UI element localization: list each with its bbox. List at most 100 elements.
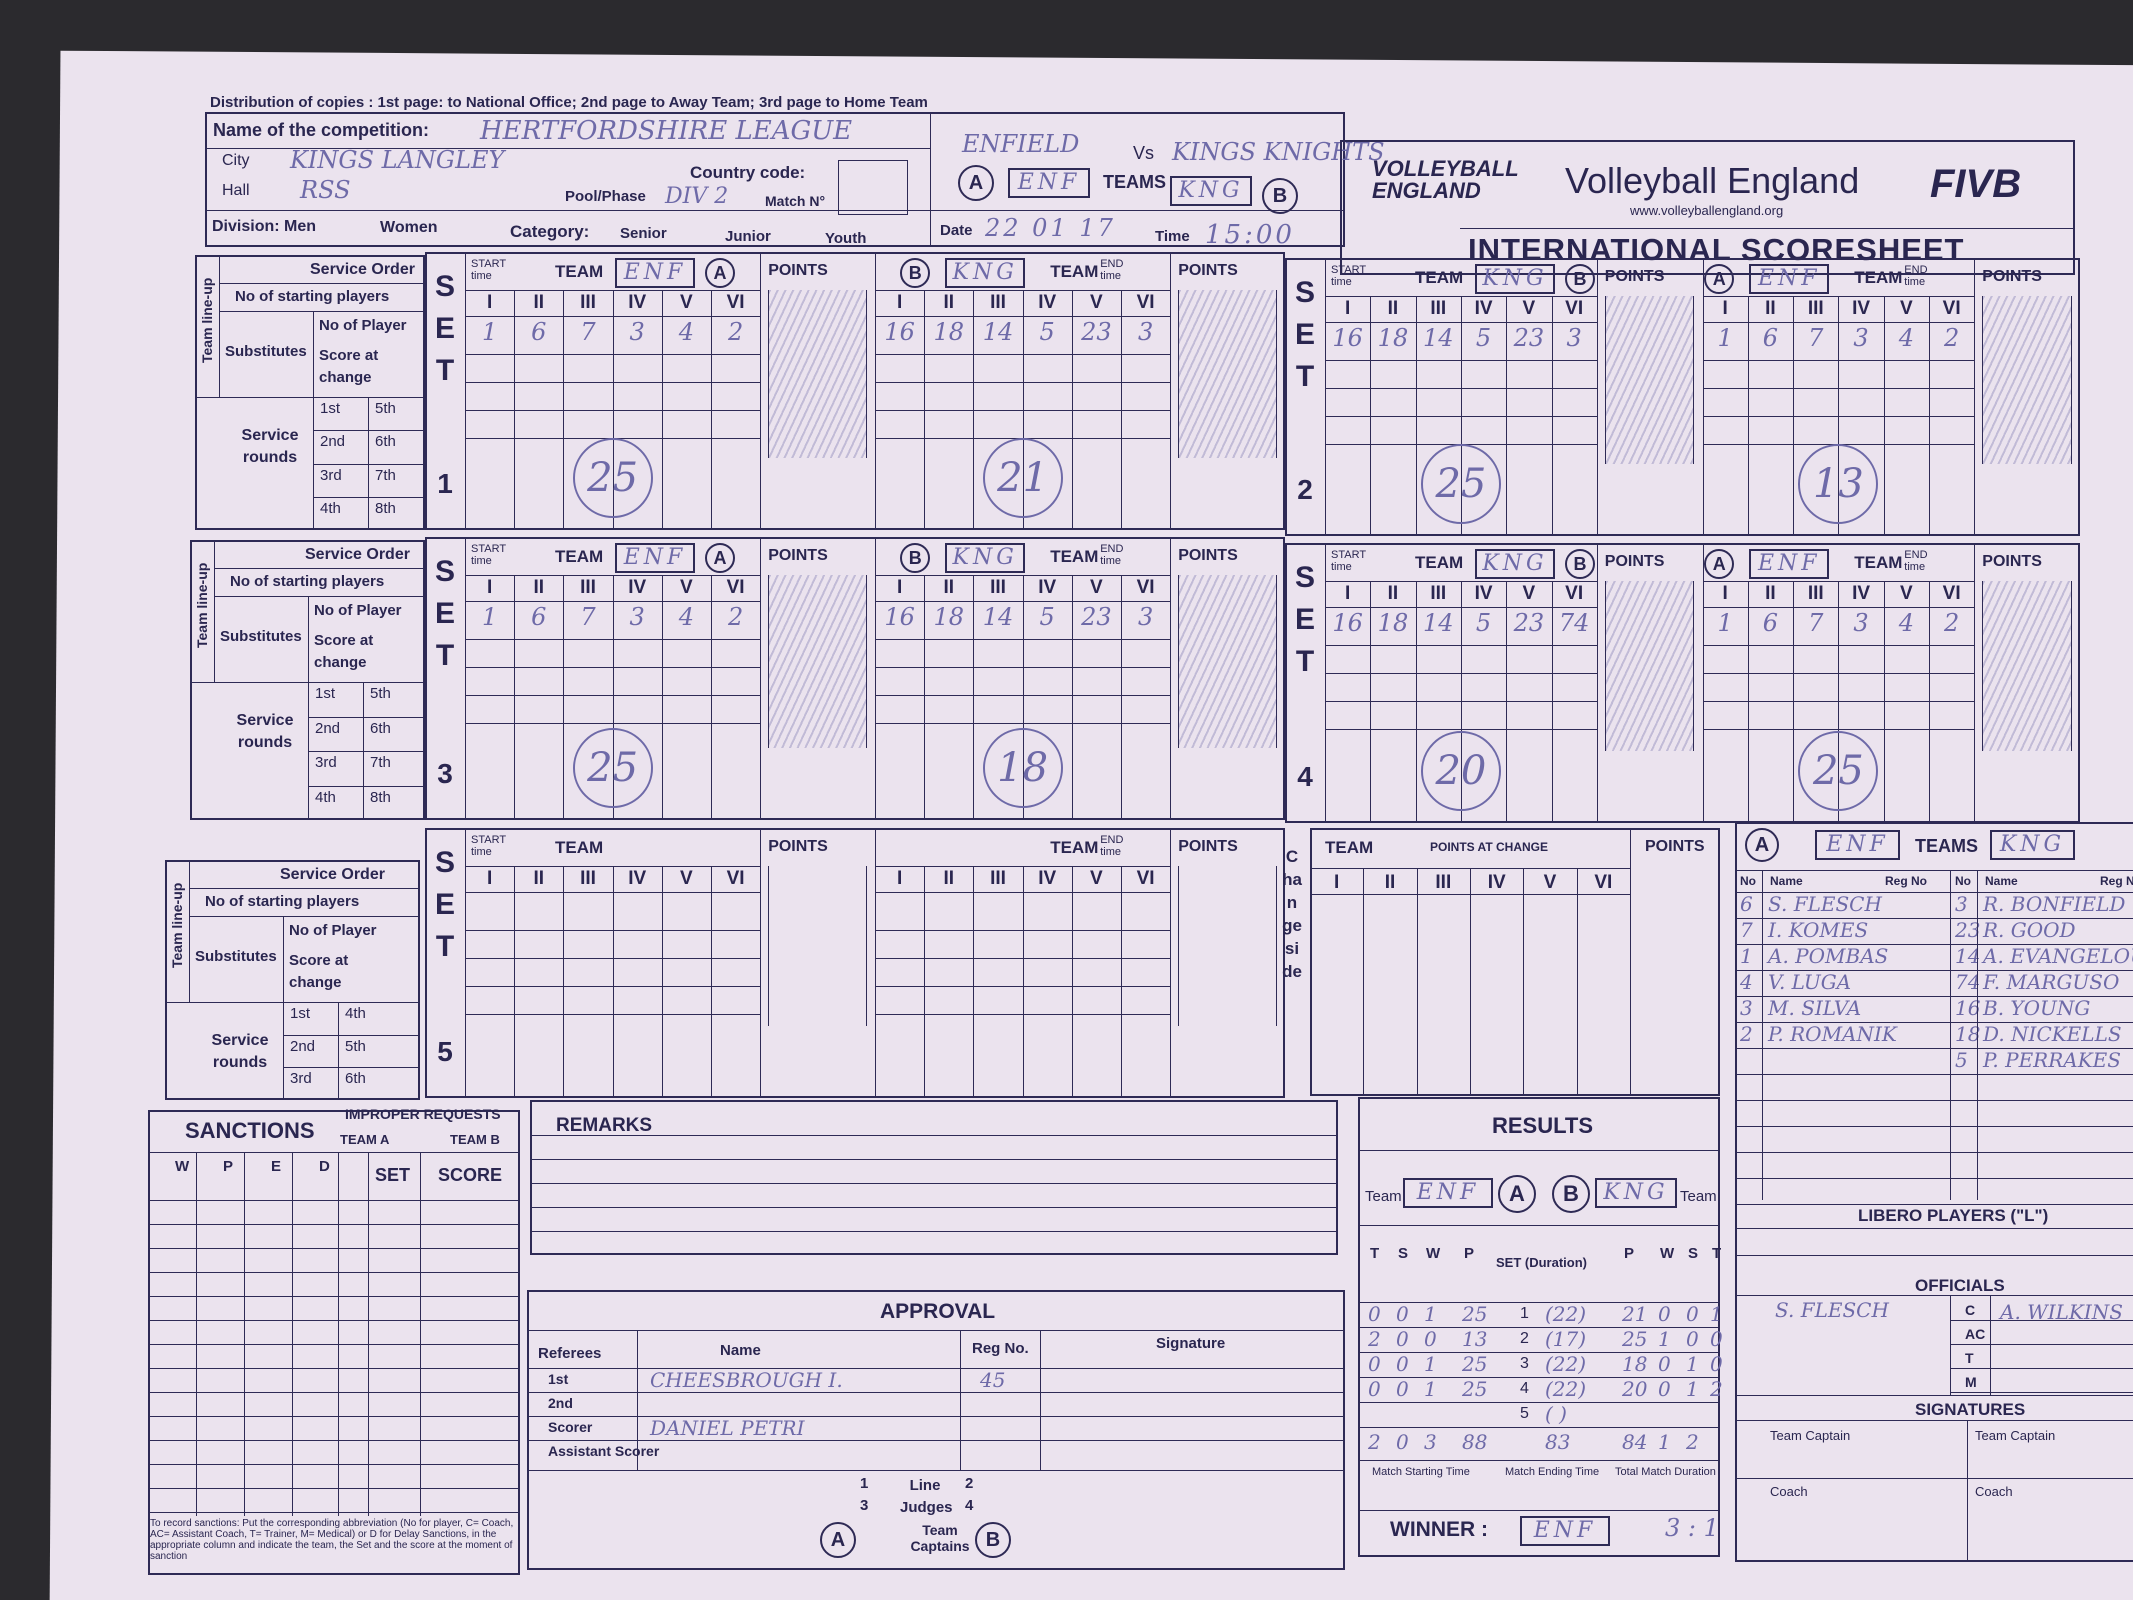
label: 3rd	[290, 1070, 312, 1088]
position-label: IV	[628, 577, 647, 598]
label: Youth	[825, 230, 867, 247]
rule	[973, 575, 975, 820]
team-letter: B	[900, 543, 931, 573]
handwriting: DANIEL PETRI	[650, 1416, 805, 1440]
position-label: V	[680, 292, 693, 313]
box	[1735, 822, 2133, 1562]
label: 7th	[375, 466, 396, 484]
position-label: II	[943, 868, 955, 889]
rule	[612, 575, 614, 820]
label: POINTS	[1604, 553, 1665, 570]
position-label: III	[580, 868, 596, 889]
position-label: IV	[1038, 577, 1057, 598]
label: Service rounds	[211, 1032, 269, 1071]
handwriting: 1	[1424, 1302, 1437, 1326]
label: TEAM	[1415, 553, 1464, 572]
position-label: III	[990, 868, 1006, 889]
starting-player: 23	[1513, 609, 1545, 637]
handwriting: 2	[1740, 1022, 1753, 1046]
team-code: ENF	[1815, 830, 1900, 860]
rule	[1735, 918, 2133, 919]
rule	[1325, 543, 1326, 823]
rule	[1596, 258, 1598, 536]
handwriting: 0	[1658, 1377, 1671, 1401]
handwriting: 88	[1462, 1430, 1488, 1454]
starting-player: 6	[1762, 324, 1779, 352]
position-label: III	[1435, 872, 1452, 893]
position-label: I	[486, 577, 493, 598]
rule	[308, 785, 425, 787]
box	[195, 255, 425, 530]
team-code: KNG	[1475, 549, 1555, 579]
rule	[1415, 581, 1417, 823]
rule	[1596, 543, 1598, 823]
box	[1310, 828, 1720, 1096]
position-label: IV	[1852, 298, 1871, 319]
set-score: 21	[982, 438, 1063, 518]
position-label: I	[1722, 583, 1728, 604]
handwriting: 3	[1740, 996, 1753, 1020]
set-number: 2	[1297, 474, 1313, 505]
handwriting: I. KOMES	[1768, 918, 1869, 942]
label: Time	[1155, 228, 1190, 245]
starting-player: 5	[1039, 603, 1055, 631]
box	[838, 160, 908, 215]
label: TEAM	[555, 547, 604, 566]
position-label: II	[1765, 298, 1776, 319]
label: Vs	[1133, 143, 1155, 163]
rule	[189, 916, 420, 917]
label: START time	[1331, 264, 1366, 288]
rule	[1121, 866, 1122, 1098]
position-label: IV	[1852, 583, 1871, 604]
rule	[190, 682, 425, 683]
label: D	[319, 1158, 330, 1175]
label: No	[1740, 874, 1756, 888]
label: 2	[965, 1475, 974, 1492]
label: Team	[1680, 1188, 1717, 1205]
label: Team	[1365, 1188, 1402, 1205]
team-code: KNG	[1170, 176, 1252, 206]
label: 5th	[370, 685, 391, 702]
label: TEAMS	[1915, 836, 1978, 856]
set-score: 18	[982, 728, 1063, 808]
box	[165, 860, 420, 1100]
points-column	[1982, 296, 2072, 464]
rule	[1071, 575, 1073, 820]
handwriting: V. LUGA	[1768, 970, 1852, 994]
team-letter: B	[1565, 549, 1595, 579]
label: 3	[1520, 1355, 1529, 1372]
position-label: V	[1522, 583, 1536, 604]
starting-player: 1	[1717, 609, 1733, 637]
handwriting: 0	[1396, 1352, 1409, 1376]
rule	[1702, 729, 1975, 730]
label: 6th	[370, 719, 391, 737]
rule	[1416, 868, 1418, 1096]
rule	[148, 1488, 520, 1489]
label: Referees	[538, 1345, 602, 1362]
rule	[530, 1135, 1338, 1136]
label: 1	[1520, 1305, 1529, 1322]
rule	[148, 1152, 520, 1153]
label: P	[1464, 1245, 1475, 1262]
rule	[527, 1330, 1345, 1331]
rule	[1325, 673, 1597, 674]
rule	[283, 1002, 420, 1003]
points-column	[1178, 575, 1277, 748]
label: Name	[1770, 874, 1803, 888]
rule	[1358, 1427, 1720, 1428]
team-code: KNG	[945, 543, 1026, 573]
position-label: VI	[726, 292, 745, 313]
rule	[219, 311, 425, 312]
set-word: SET	[1294, 276, 1315, 393]
label: POINTS	[1178, 262, 1238, 279]
position-label: I	[486, 868, 493, 889]
label: Team Captain	[1770, 1428, 1851, 1443]
label: POINTS AT CHANGE	[1430, 840, 1549, 854]
label: 5th	[345, 1037, 366, 1055]
rule	[1977, 870, 1978, 1200]
rule	[283, 1067, 420, 1069]
rule	[244, 1152, 245, 1516]
rule	[1702, 701, 1975, 702]
position-label: II	[533, 292, 545, 313]
starting-player: 14	[1422, 609, 1454, 637]
